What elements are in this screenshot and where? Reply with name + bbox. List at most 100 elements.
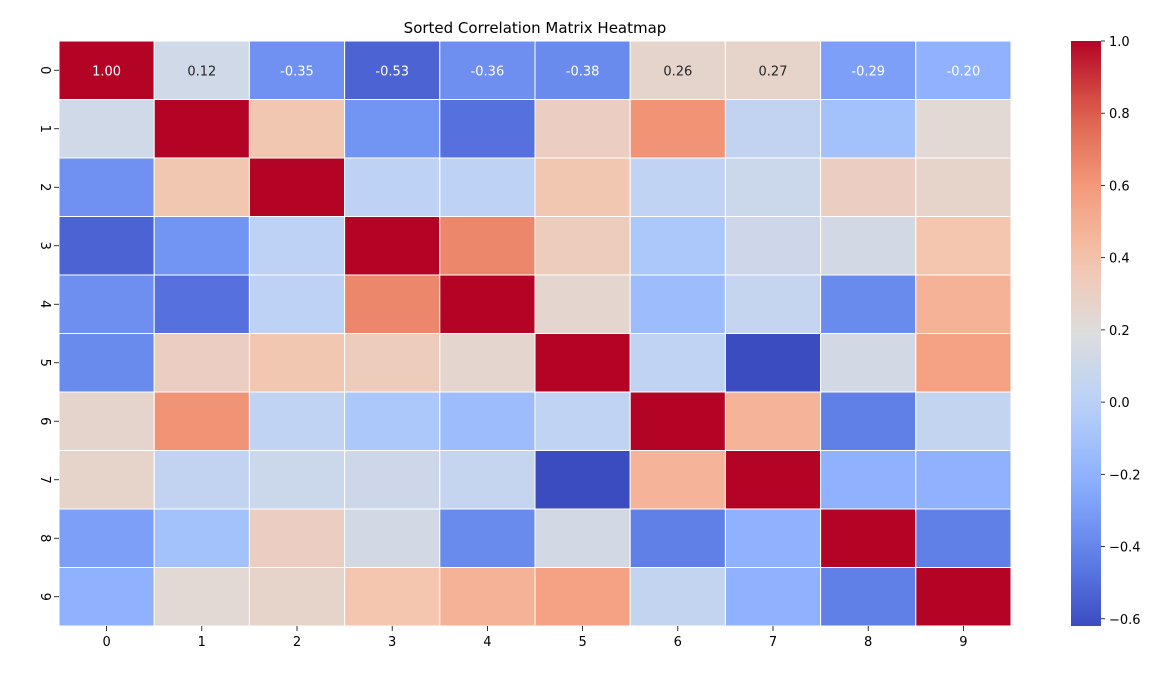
- cell-annotation-0-2: -0.35: [280, 64, 314, 79]
- heatmap-cell-0-1: [153, 40, 250, 100]
- cell-annotation-0-7: 0.27: [759, 64, 788, 79]
- heatmap-cell-2-0: [58, 157, 155, 217]
- x-axis: 0 1 2 3 4 5 6 7 8 9: [102, 626, 968, 650]
- heatmap-cell-2-9: [915, 157, 1012, 217]
- y-tick-label-5: 5: [37, 359, 52, 367]
- heatmap-cell-7-4: [439, 450, 536, 510]
- heatmap-cell-7-5: [534, 450, 631, 510]
- heatmap-cell-8-2: [248, 508, 346, 568]
- heatmap-cell-4-2: [248, 274, 346, 334]
- colorbar-tick-label: 0.6: [1109, 179, 1130, 194]
- heatmap-cell-7-3: [344, 450, 441, 510]
- heatmap-cell-6-6: [629, 391, 726, 451]
- heatmap-cell-3-5: [534, 216, 631, 276]
- colorbar-tick-label: −0.2: [1109, 468, 1141, 483]
- heatmap-cell-5-8: [820, 333, 917, 393]
- y-tick-label-3: 3: [37, 242, 52, 250]
- heatmap-cell-3-9: [915, 216, 1012, 276]
- heatmap-cell-8-8: [820, 508, 917, 568]
- heatmap-cell-0-5: [534, 40, 631, 100]
- heatmap-cell-7-6: [629, 450, 726, 510]
- heatmap-cell-1-4: [439, 99, 536, 159]
- cell-annotation-0-1: 0.12: [187, 64, 216, 79]
- heatmap-cell-4-5: [534, 274, 631, 334]
- heatmap-cell-0-9: [915, 40, 1012, 100]
- x-tick-label-2: 2: [293, 635, 301, 650]
- colorbar-gradient: [1071, 41, 1101, 626]
- heatmap-cell-9-7: [724, 567, 822, 627]
- y-tick-label-1: 1: [37, 125, 52, 133]
- heatmap-cell-8-3: [344, 508, 441, 568]
- heatmap-cell-2-7: [724, 157, 822, 217]
- heatmap-cell-6-7: [724, 391, 822, 451]
- heatmap-cell-0-7: [724, 40, 822, 100]
- x-tick-label-5: 5: [578, 635, 586, 650]
- y-tick-label-2: 2: [37, 183, 52, 191]
- heatmap-cell-3-2: [248, 216, 346, 276]
- heatmap-cell-4-7: [724, 274, 822, 334]
- heatmap-cells: 1.00 0.12 -0.35 -0.53 -0.36 -0.38 0.26 0.27 -0.2…: [58, 40, 1012, 627]
- heatmap-cell-9-2: [248, 567, 346, 627]
- heatmap-cell-9-6: [629, 567, 726, 627]
- heatmap-cell-0-0: [58, 40, 155, 100]
- heatmap-cell-6-5: [534, 391, 631, 451]
- heatmap-cell-6-9: [915, 391, 1012, 451]
- heatmap-cell-2-3: [344, 157, 441, 217]
- heatmap-cell-4-1: [153, 274, 250, 334]
- x-tick-label-9: 9: [959, 635, 967, 650]
- heatmap-cell-3-1: [153, 216, 250, 276]
- heatmap-cell-5-3: [344, 333, 441, 393]
- heatmap-cell-4-9: [915, 274, 1012, 334]
- heatmap-cell-9-9: [915, 567, 1012, 627]
- heatmap-cell-1-9: [915, 99, 1012, 159]
- y-tick-label-4: 4: [37, 300, 52, 308]
- heatmap-cell-6-4: [439, 391, 536, 451]
- x-tick-label-7: 7: [769, 635, 777, 650]
- colorbar-tick-label: −0.6: [1109, 613, 1141, 628]
- colorbar-tick-label: −0.4: [1109, 541, 1141, 556]
- heatmap-cell-5-4: [439, 333, 536, 393]
- heatmap-cell-4-6: [629, 274, 726, 334]
- cell-annotation-0-8: -0.29: [851, 64, 885, 79]
- heatmap-cell-1-3: [344, 99, 441, 159]
- heatmap-cell-4-3: [344, 274, 441, 334]
- heatmap-cell-7-9: [915, 450, 1012, 510]
- x-tick-label-4: 4: [483, 635, 491, 650]
- heatmap-cell-8-0: [58, 508, 155, 568]
- heatmap-cell-9-1: [153, 567, 250, 627]
- colorbar-tick-label: 0.4: [1109, 252, 1130, 267]
- y-tick-label-0: 0: [37, 66, 52, 74]
- x-tick-label-6: 6: [674, 635, 682, 650]
- colorbar-tick-label: 1.0: [1109, 35, 1130, 50]
- heatmap-cell-5-2: [248, 333, 346, 393]
- heatmap-cell-5-1: [153, 333, 250, 393]
- heatmap-cell-9-0: [58, 567, 155, 627]
- heatmap-cell-1-0: [58, 99, 155, 159]
- heatmap-cell-1-1: [153, 99, 250, 159]
- cell-annotation-0-9: -0.20: [947, 64, 981, 79]
- heatmap-cell-8-4: [439, 508, 536, 568]
- heatmap-cell-4-4: [439, 274, 536, 334]
- heatmap-cell-8-9: [915, 508, 1012, 568]
- colorbar-tick-label: 0.8: [1109, 107, 1130, 122]
- heatmap-cell-9-4: [439, 567, 536, 627]
- chart-title: Sorted Correlation Matrix Heatmap: [404, 19, 667, 37]
- y-tick-label-6: 6: [37, 417, 52, 425]
- heatmap-cell-7-7: [724, 450, 822, 510]
- colorbar-tick-label: 0.0: [1109, 396, 1130, 411]
- cell-annotation-0-3: -0.53: [375, 64, 409, 79]
- heatmap-cell-1-8: [820, 99, 917, 159]
- y-tick-label-7: 7: [37, 476, 52, 484]
- heatmap-cell-7-0: [58, 450, 155, 510]
- heatmap-cell-4-0: [58, 274, 155, 334]
- heatmap-cell-3-4: [439, 216, 536, 276]
- heatmap-cell-5-7: [724, 333, 822, 393]
- heatmap-cell-0-3: [344, 40, 441, 100]
- colorbar: 1.0 0.8 0.6 0.4 0.2 0.0 −0.2 −0.4 −0.6: [1071, 35, 1141, 628]
- x-tick-label-0: 0: [102, 635, 110, 650]
- heatmap-cell-5-0: [58, 333, 155, 393]
- y-axis: 0 1 2 3 4 5 6 7 8 9: [37, 66, 59, 601]
- heatmap-cell-5-6: [629, 333, 726, 393]
- heatmap-cell-8-7: [724, 508, 822, 568]
